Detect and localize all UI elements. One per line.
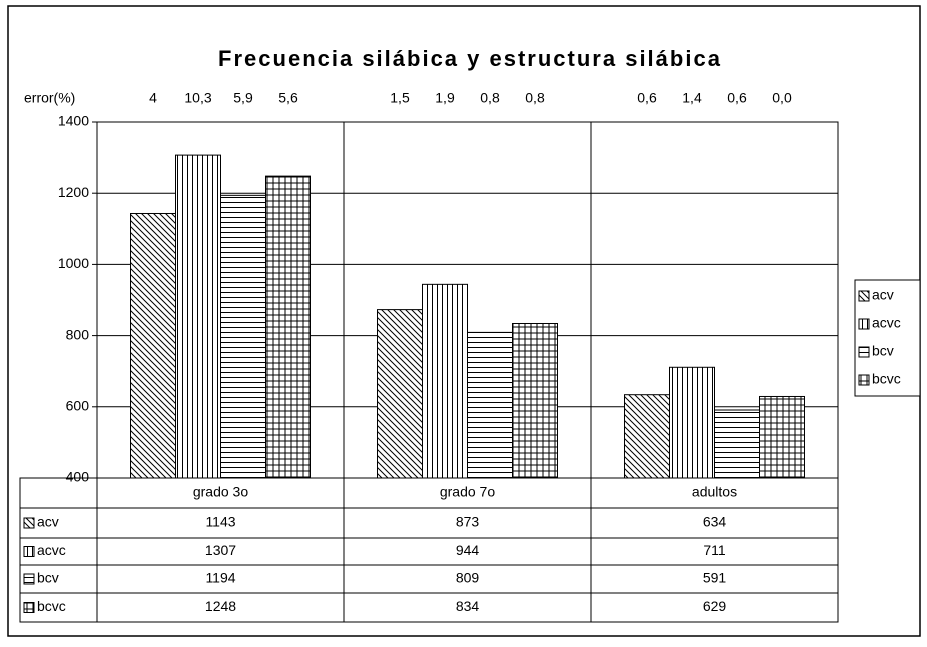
bar [759, 395, 805, 479]
table-value: 1307 [205, 542, 236, 558]
bar [220, 194, 266, 479]
chart-title: Frecuencia silábica y estructura silábic… [218, 46, 722, 71]
legend-key [858, 346, 870, 358]
error-value: 4 [149, 90, 157, 106]
y-tick-label: 800 [66, 326, 90, 342]
legend-label: bcv [872, 343, 894, 359]
error-value: 5,9 [233, 90, 253, 106]
table-value: 944 [456, 542, 480, 558]
table-value: 1143 [205, 514, 235, 530]
bar [467, 331, 513, 479]
bar [669, 366, 715, 479]
table-series-name: bcvc [37, 598, 66, 614]
y-tick-label: 1000 [58, 255, 89, 271]
data-table [19, 477, 839, 623]
bar [512, 322, 558, 479]
legend-key [858, 290, 870, 302]
table-value: 834 [456, 598, 480, 614]
error-value: 0,0 [772, 90, 792, 106]
table-value: 1194 [205, 570, 235, 586]
bar [422, 283, 468, 479]
table-legend-key [23, 573, 35, 585]
error-label: error(%) [24, 90, 75, 106]
bar [130, 212, 176, 479]
x-tick-label: grado 3o [193, 484, 248, 500]
legend-label: bcvc [872, 371, 901, 387]
error-value: 1,9 [435, 90, 455, 106]
table-value: 1248 [205, 598, 236, 614]
error-value: 1,4 [682, 90, 702, 106]
table-legend-key [23, 517, 35, 529]
table-series-name: acv [37, 514, 59, 530]
error-value: 1,5 [390, 90, 410, 106]
table-value: 591 [703, 570, 727, 586]
error-value: 5,6 [278, 90, 298, 106]
bar [175, 154, 221, 479]
table-legend-key [23, 602, 35, 613]
table-value: 634 [703, 514, 727, 530]
bar [714, 409, 760, 479]
table-value: 809 [456, 570, 480, 586]
legend-key [858, 318, 870, 330]
legend-label: acv [872, 287, 894, 303]
table-legend-key [23, 546, 35, 557]
bar [624, 394, 670, 479]
bar [377, 309, 423, 479]
error-value: 0,6 [637, 90, 657, 106]
error-value: 0,6 [727, 90, 747, 106]
bar [265, 175, 311, 479]
legend-key [858, 374, 870, 386]
x-tick-label: grado 7o [440, 484, 495, 500]
y-tick-label: 600 [66, 398, 90, 414]
table-series-name: bcv [37, 570, 59, 586]
y-tick-label: 1400 [58, 113, 89, 129]
table-value: 629 [703, 598, 727, 614]
y-tick-label: 400 [66, 469, 90, 485]
error-value: 10,3 [184, 90, 211, 106]
error-value: 0,8 [480, 90, 500, 106]
legend-label: acvc [872, 315, 901, 331]
table-value: 873 [456, 514, 480, 530]
error-value: 0,8 [525, 90, 545, 106]
table-value: 711 [703, 542, 726, 558]
table-series-name: acvc [37, 542, 66, 558]
x-tick-label: adultos [692, 484, 737, 500]
y-tick-label: 1200 [58, 184, 89, 200]
